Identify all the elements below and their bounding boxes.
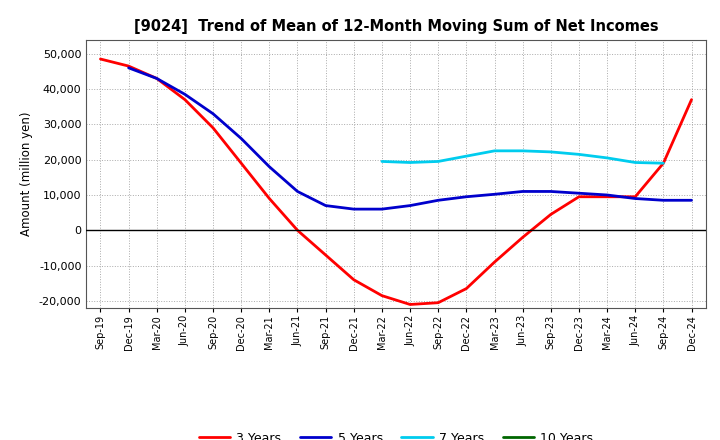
Line: 3 Years: 3 Years <box>101 59 691 304</box>
3 Years <box>631 194 639 199</box>
3 Years <box>462 286 471 291</box>
5 Years <box>659 198 667 203</box>
5 Years <box>349 206 358 212</box>
3 Years <box>125 63 133 69</box>
7 Years <box>462 154 471 159</box>
3 Years <box>406 302 415 307</box>
3 Years <box>321 253 330 258</box>
7 Years <box>546 149 555 154</box>
5 Years <box>406 203 415 208</box>
5 Years <box>462 194 471 199</box>
3 Years <box>181 97 189 102</box>
3 Years <box>603 194 611 199</box>
3 Years <box>349 277 358 282</box>
7 Years <box>659 161 667 166</box>
5 Years <box>687 198 696 203</box>
7 Years <box>603 155 611 161</box>
7 Years <box>434 159 443 164</box>
Line: 5 Years: 5 Years <box>129 68 691 209</box>
5 Years <box>265 164 274 169</box>
5 Years <box>125 65 133 70</box>
5 Years <box>518 189 527 194</box>
5 Years <box>575 191 583 196</box>
7 Years <box>518 148 527 154</box>
5 Years <box>209 111 217 117</box>
3 Years <box>659 161 667 166</box>
7 Years <box>377 159 386 164</box>
5 Years <box>293 189 302 194</box>
3 Years <box>96 56 105 62</box>
5 Years <box>181 92 189 97</box>
3 Years <box>153 76 161 81</box>
7 Years <box>575 152 583 157</box>
7 Years <box>631 160 639 165</box>
5 Years <box>603 192 611 198</box>
Legend: 3 Years, 5 Years, 7 Years, 10 Years: 3 Years, 5 Years, 7 Years, 10 Years <box>194 427 598 440</box>
5 Years <box>490 192 499 197</box>
3 Years <box>377 293 386 298</box>
5 Years <box>321 203 330 208</box>
3 Years <box>687 97 696 102</box>
3 Years <box>575 194 583 199</box>
3 Years <box>518 235 527 240</box>
3 Years <box>490 260 499 265</box>
3 Years <box>434 300 443 305</box>
Y-axis label: Amount (million yen): Amount (million yen) <box>20 112 33 236</box>
7 Years <box>490 148 499 154</box>
5 Years <box>434 198 443 203</box>
5 Years <box>546 189 555 194</box>
3 Years <box>237 161 246 166</box>
3 Years <box>265 196 274 201</box>
3 Years <box>546 212 555 217</box>
3 Years <box>209 125 217 131</box>
Line: 7 Years: 7 Years <box>382 151 663 163</box>
5 Years <box>631 196 639 201</box>
5 Years <box>153 76 161 81</box>
3 Years <box>293 227 302 233</box>
7 Years <box>406 160 415 165</box>
5 Years <box>237 136 246 141</box>
5 Years <box>377 206 386 212</box>
Title: [9024]  Trend of Mean of 12-Month Moving Sum of Net Incomes: [9024] Trend of Mean of 12-Month Moving … <box>134 19 658 34</box>
